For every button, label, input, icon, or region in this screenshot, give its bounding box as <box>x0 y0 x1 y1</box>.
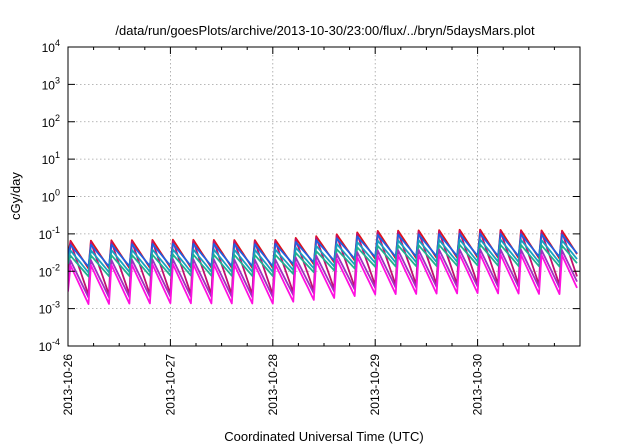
y-tick-base: 10 <box>42 191 56 205</box>
y-axis-label: cGy/day <box>8 172 23 220</box>
x-tick-label: 2013-10-26 <box>61 354 75 416</box>
y-tick-exponent: 3 <box>55 75 60 85</box>
grid <box>68 47 580 346</box>
y-tick-label: 103 <box>42 75 60 92</box>
y-tick-exponent: 2 <box>55 113 60 123</box>
y-tick-base: 10 <box>39 265 53 279</box>
x-axis-label: Coordinated Universal Time (UTC) <box>224 429 423 444</box>
y-tick-base: 10 <box>42 41 56 55</box>
x-tick-labels: 2013-10-26 2013-10-27 2013-10-28 2013-10-29… <box>61 354 485 416</box>
y-tick-exponent: -2 <box>52 262 60 272</box>
y-tick-base: 10 <box>42 78 56 92</box>
y-tick-label: 101 <box>42 150 60 167</box>
chart-title: /data/run/goesPlots/archive/2013-10-30/2… <box>115 23 535 38</box>
y-tick-base: 10 <box>42 153 56 167</box>
y-tick-base: 10 <box>42 116 56 130</box>
y-tick-base: 10 <box>39 228 53 242</box>
series-line <box>68 253 578 305</box>
y-tick-exponent: 1 <box>55 150 60 160</box>
y-tick-exponent: -1 <box>52 225 60 235</box>
y-tick-exponent: 0 <box>55 188 60 198</box>
series-layer <box>68 228 578 305</box>
series-line <box>68 238 578 274</box>
y-tick-label: 10-4 <box>39 337 60 354</box>
y-tick-base: 10 <box>39 303 53 317</box>
x-tick-label: 2013-10-29 <box>368 354 382 416</box>
y-tick-label: 100 <box>42 188 60 205</box>
ticks <box>67 46 580 347</box>
series-line <box>68 248 578 299</box>
series-line <box>68 230 578 296</box>
x-tick-label: 2013-10-28 <box>266 354 280 416</box>
y-tick-exponent: -3 <box>52 300 60 310</box>
y-tick-base: 10 <box>39 340 53 354</box>
y-tick-label: 102 <box>42 113 60 130</box>
y-tick-exponent: -4 <box>52 337 60 347</box>
x-tick-label: 2013-10-27 <box>163 354 177 416</box>
series-line <box>68 232 578 268</box>
y-tick-label: 10-2 <box>39 262 60 279</box>
x-tick-label: 2013-10-30 <box>471 354 485 416</box>
series-line <box>68 243 578 278</box>
y-tick-label: 104 <box>42 38 60 55</box>
y-tick-label: 10-1 <box>39 225 60 242</box>
y-tick-label: 10-3 <box>39 300 60 317</box>
y-tick-exponent: 4 <box>55 38 60 48</box>
